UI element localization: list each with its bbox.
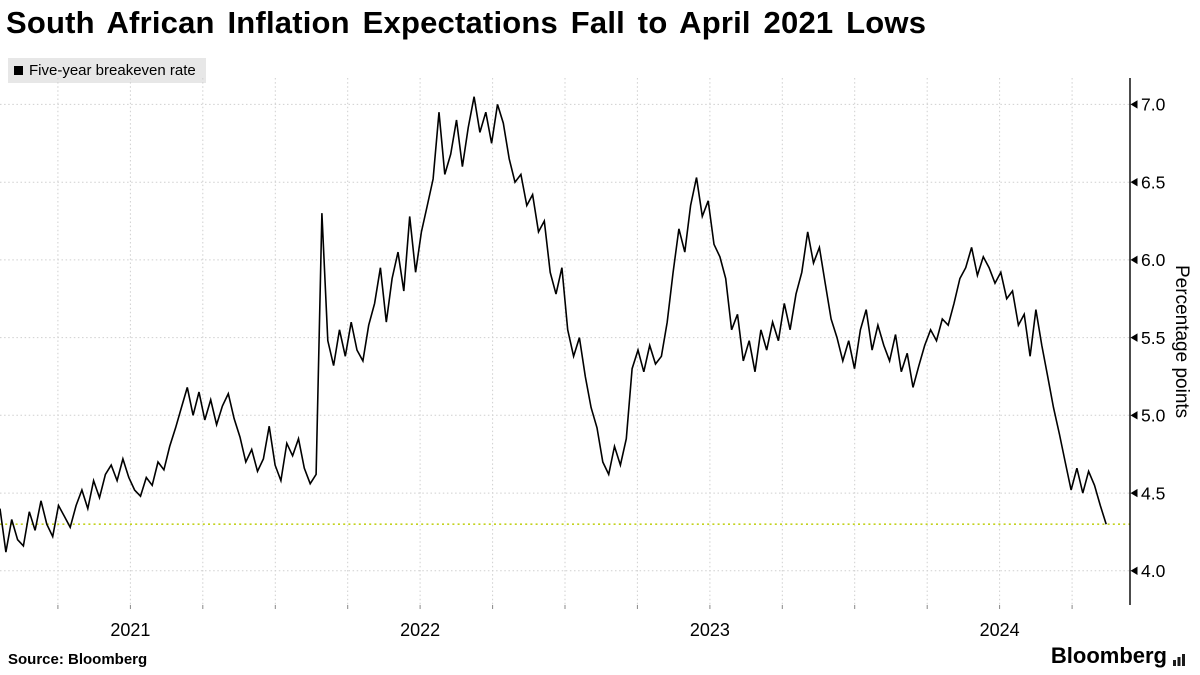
y-tick-label: 4.5 <box>1141 483 1165 503</box>
y-tick-mark <box>1130 177 1138 187</box>
y-tick-mark <box>1130 488 1138 498</box>
x-tick-label: 2024 <box>980 620 1020 640</box>
x-tick-label: 2021 <box>110 620 150 640</box>
bar-chart-icon <box>1173 653 1185 666</box>
y-axis-title: Percentage points <box>1171 264 1192 419</box>
y-tick-label: 4.0 <box>1141 561 1166 581</box>
legend-marker-square <box>14 66 23 75</box>
bloomberg-logo: Bloomberg <box>1051 643 1186 669</box>
data-line <box>0 96 1107 553</box>
y-tick-label: 7.0 <box>1141 95 1166 115</box>
y-tick-label: 6.5 <box>1141 172 1165 192</box>
legend: Five-year breakeven rate <box>8 58 206 83</box>
y-tick-label: 5.5 <box>1141 328 1165 348</box>
y-tick-mark <box>1130 100 1138 109</box>
legend-label: Five-year breakeven rate <box>29 62 196 79</box>
x-tick-label: 2022 <box>400 620 440 640</box>
y-tick-mark <box>1130 411 1138 420</box>
y-tick-label: 5.0 <box>1141 406 1166 426</box>
source-text: Source: Bloomberg <box>8 651 148 668</box>
y-tick-mark <box>1130 566 1138 575</box>
chart-title: South African Inflation Expectations Fal… <box>6 5 927 40</box>
x-tick-label: 2023 <box>690 620 730 640</box>
line-chart-plot-area: 4.0 4.5 5.0 5.5 6.0 6.5 7.0 2021 2022 2023 2024 <box>0 78 1166 640</box>
y-tick-label: 6.0 <box>1141 250 1166 270</box>
y-tick-mark <box>1130 255 1138 265</box>
y-tick-mark <box>1130 333 1138 342</box>
bloomberg-logo-text: Bloomberg <box>1050 643 1167 668</box>
